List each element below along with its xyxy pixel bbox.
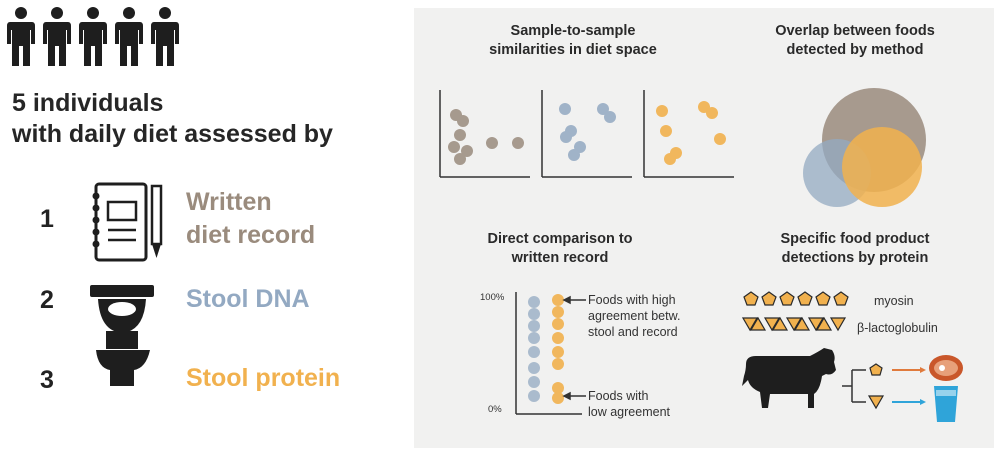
overlap-title-line2: detected by method xyxy=(786,42,924,58)
similarity-title: Sample-to-sample similarities in diet sp… xyxy=(448,22,698,60)
comparison-title-line2: written record xyxy=(511,250,609,266)
method-3-label: Stool protein xyxy=(186,364,341,392)
cow-icon xyxy=(742,348,836,408)
high-line2: agreement betw. xyxy=(588,309,681,323)
method-3-number: 3 xyxy=(40,366,54,394)
venn-protein-circle xyxy=(842,127,922,207)
y-top-label: 100% xyxy=(480,292,505,303)
toilet-base-icon xyxy=(96,350,150,386)
method-2-number: 2 xyxy=(40,286,54,314)
notebook-pen-icon xyxy=(92,182,163,262)
scatter-written xyxy=(439,90,530,178)
comparison-plot xyxy=(515,292,582,415)
toilet-icon xyxy=(90,285,154,349)
venn-diagram xyxy=(803,88,926,207)
comparison-title: Direct comparison to written record xyxy=(450,230,670,268)
overlap-title: Overlap between foods detected by method xyxy=(740,22,970,60)
person-icon xyxy=(115,7,143,66)
overlap-title-line1: Overlap between foods xyxy=(775,23,935,39)
myosin-pentagons xyxy=(743,291,849,306)
headline-line2: with daily diet assessed by xyxy=(12,120,333,148)
arrows xyxy=(562,295,586,401)
method-1-label-line2: diet record xyxy=(186,221,316,249)
y-bottom-label: 0% xyxy=(488,404,502,415)
method-1-number: 1 xyxy=(40,205,54,233)
high-line3: stool and record xyxy=(588,325,678,339)
comparison-title-line1: Direct comparison to xyxy=(487,231,633,247)
person-icon xyxy=(79,7,107,66)
low-line2: low agreement xyxy=(588,405,670,419)
scatter-protein xyxy=(643,90,734,178)
people-row xyxy=(6,6,180,68)
headline-line1: 5 individuals xyxy=(12,89,164,117)
results-panel xyxy=(414,8,994,448)
method-2-label: Stool DNA xyxy=(186,285,310,313)
person-icon xyxy=(7,7,35,66)
milk-glass-icon xyxy=(934,386,958,422)
specific-title-line1: Specific food product xyxy=(780,231,930,247)
high-agreement-label: Foods with high agreement betw. stool an… xyxy=(588,292,680,340)
method-1-label-line1: Written xyxy=(186,188,272,216)
lacto-label: β-lactoglobulin xyxy=(857,321,938,335)
triangle-icon xyxy=(867,395,885,410)
specific-title: Specific food product detections by prot… xyxy=(735,230,975,268)
cow-to-products xyxy=(742,348,963,422)
similarity-title-line2: similarities in diet space xyxy=(489,42,657,58)
headline: 5 individuals with daily diet assessed b… xyxy=(12,88,392,150)
myosin-label: myosin xyxy=(874,294,914,308)
low-line1: Foods with xyxy=(588,389,649,403)
similarity-title-line1: Sample-to-sample xyxy=(510,23,636,39)
high-line1: Foods with high xyxy=(588,293,676,307)
lacto-triangles xyxy=(742,316,847,332)
person-icon xyxy=(43,7,71,66)
scatter-dna xyxy=(541,90,632,178)
specific-title-line2: detections by protein xyxy=(781,250,929,266)
method-1-label: Written diet record xyxy=(186,186,315,252)
low-agreement-label: Foods with low agreement xyxy=(588,388,670,420)
steak-icon xyxy=(929,355,963,381)
person-icon xyxy=(151,7,179,66)
pentagon-icon xyxy=(869,363,883,376)
similarity-scatter-plots xyxy=(439,90,734,178)
peptide-chains xyxy=(742,291,849,332)
